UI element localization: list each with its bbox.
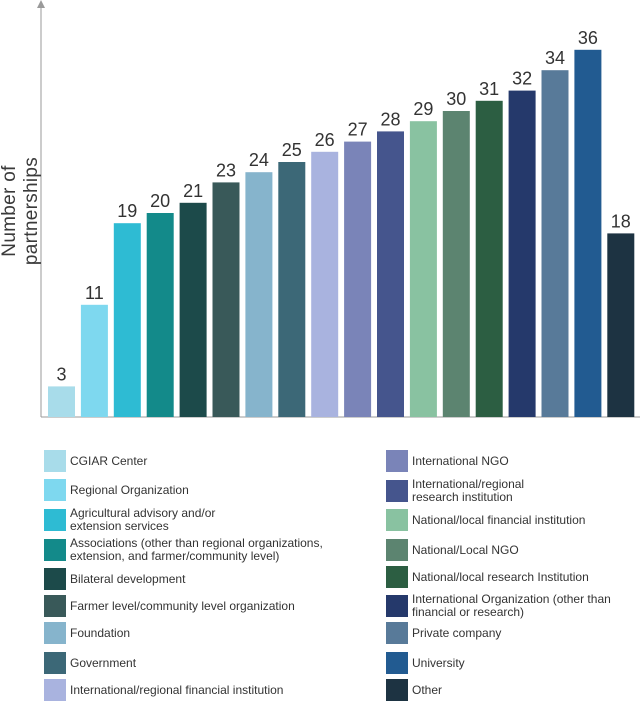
bar-10 [344,141,372,417]
chart-axes [37,0,640,418]
data-label-11: 28 [380,109,400,129]
bar-series [48,49,635,418]
legend-label: University [412,655,465,670]
legend-item-17: University [386,652,465,674]
data-label-7: 24 [249,150,269,170]
legend-swatch [386,679,408,701]
bar-14 [475,100,503,418]
data-label-15: 32 [512,69,532,89]
legend-label: Private company [412,625,502,640]
bar-13 [442,111,470,417]
legend-item-18: Other [386,679,442,701]
legend-swatch [44,622,66,644]
legend-item-14: National/local research Institution [386,566,589,588]
legend-swatch [44,450,66,472]
legend-swatch [44,652,66,674]
data-label-4: 20 [150,191,170,211]
data-label-9: 26 [315,130,335,150]
y-axis-arrow [37,0,45,8]
legend-label: Other [412,682,443,697]
legend-label: International/regional financial institu… [70,682,284,697]
bar-4 [146,213,174,417]
legend-item-12: National/local financial institution [386,509,585,531]
legend-swatch [386,480,408,502]
legend-label: Regional Organization [70,482,189,497]
bar-2 [80,304,108,417]
data-label-2: 11 [85,283,104,303]
data-label-12: 29 [413,99,433,119]
legend-item-11: International/regional research institut… [386,478,524,504]
legend-swatch [44,568,66,590]
legend-label: Associations (other than regional organi… [70,536,323,563]
bar-16 [541,70,569,417]
legend-item-13: National/Local NGO [386,539,519,561]
legend-swatch [44,679,66,701]
data-label-6: 23 [216,160,236,180]
bar-17 [574,49,602,418]
data-label-14: 31 [479,79,499,99]
data-label-17: 36 [578,28,598,48]
data-label-10: 27 [348,120,368,140]
legend-swatch [386,566,408,588]
legend-swatch [44,595,66,617]
bar-7 [245,172,273,417]
legend-label: International NGO [412,453,509,468]
bar-9 [311,151,339,418]
bar-1 [48,386,75,417]
bar-chart: 3 11 19 20 21 23 24 25 26 27 28 29 30 31 32 34 36 18 [37,0,640,418]
data-label-5: 21 [183,181,203,201]
legend-label: National/Local NGO [412,542,519,557]
legend-item-16: Private company [386,622,501,644]
bar-15 [508,90,536,417]
legend-swatch [44,479,66,501]
legend-item-6: Farmer level/community level organizatio… [44,595,295,617]
legend-label: International Organization (other than f… [412,592,611,619]
legend-swatch [44,509,66,531]
bar-5 [179,202,207,417]
legend-swatch [44,539,66,561]
legend-item-4: Associations (other than regional organi… [44,537,323,563]
bar-8 [278,162,306,417]
data-label-13: 30 [446,89,466,109]
legend-item-15: International Organization (other than f… [386,593,611,619]
data-labels: 3 11 19 20 21 23 24 25 26 27 28 29 30 31 32 34 36 18 [56,28,630,385]
legend-item-1: CGIAR Center [44,450,147,472]
bar-11 [377,131,404,417]
data-label-1: 3 [56,364,66,384]
data-label-16: 34 [545,48,565,68]
legend-item-5: Bilateral development [44,568,185,590]
legend-swatch [386,595,408,617]
bar-18 [607,233,635,417]
legend-item-7: Foundation [44,622,130,644]
bar-12 [409,121,437,417]
legend-swatch [386,450,408,472]
legend-item-8: Government [44,652,136,674]
legend-label: National/local financial institution [412,512,586,527]
legend-label: International/regional research institut… [412,477,525,504]
legend-item-2: Regional Organization [44,479,189,501]
legend-swatch [386,652,408,674]
legend-swatch [386,509,408,531]
legend-label: National/local research Institution [412,569,589,584]
legend-label: CGIAR Center [70,453,148,468]
legend-swatch [386,622,408,644]
legend-label: Farmer level/community level organizatio… [70,598,295,613]
legend-item-10: International NGO [386,450,509,472]
legend-label: Agricultural advisory and/or extension s… [70,506,216,533]
data-label-8: 25 [282,140,302,160]
bar-3 [113,223,141,417]
legend-label: Bilateral development [70,571,186,586]
legend-swatch [386,539,408,561]
legend-label: Government [70,655,137,670]
y-axis-label: Number of partnerships [0,156,42,266]
legend-label: Foundation [70,625,131,640]
bar-6 [212,182,240,417]
legend-item-3: Agricultural advisory and/or extension s… [44,507,215,533]
data-label-18: 18 [611,211,631,231]
data-label-3: 19 [117,201,137,221]
legend-item-9: International/regional financial institu… [44,679,283,701]
